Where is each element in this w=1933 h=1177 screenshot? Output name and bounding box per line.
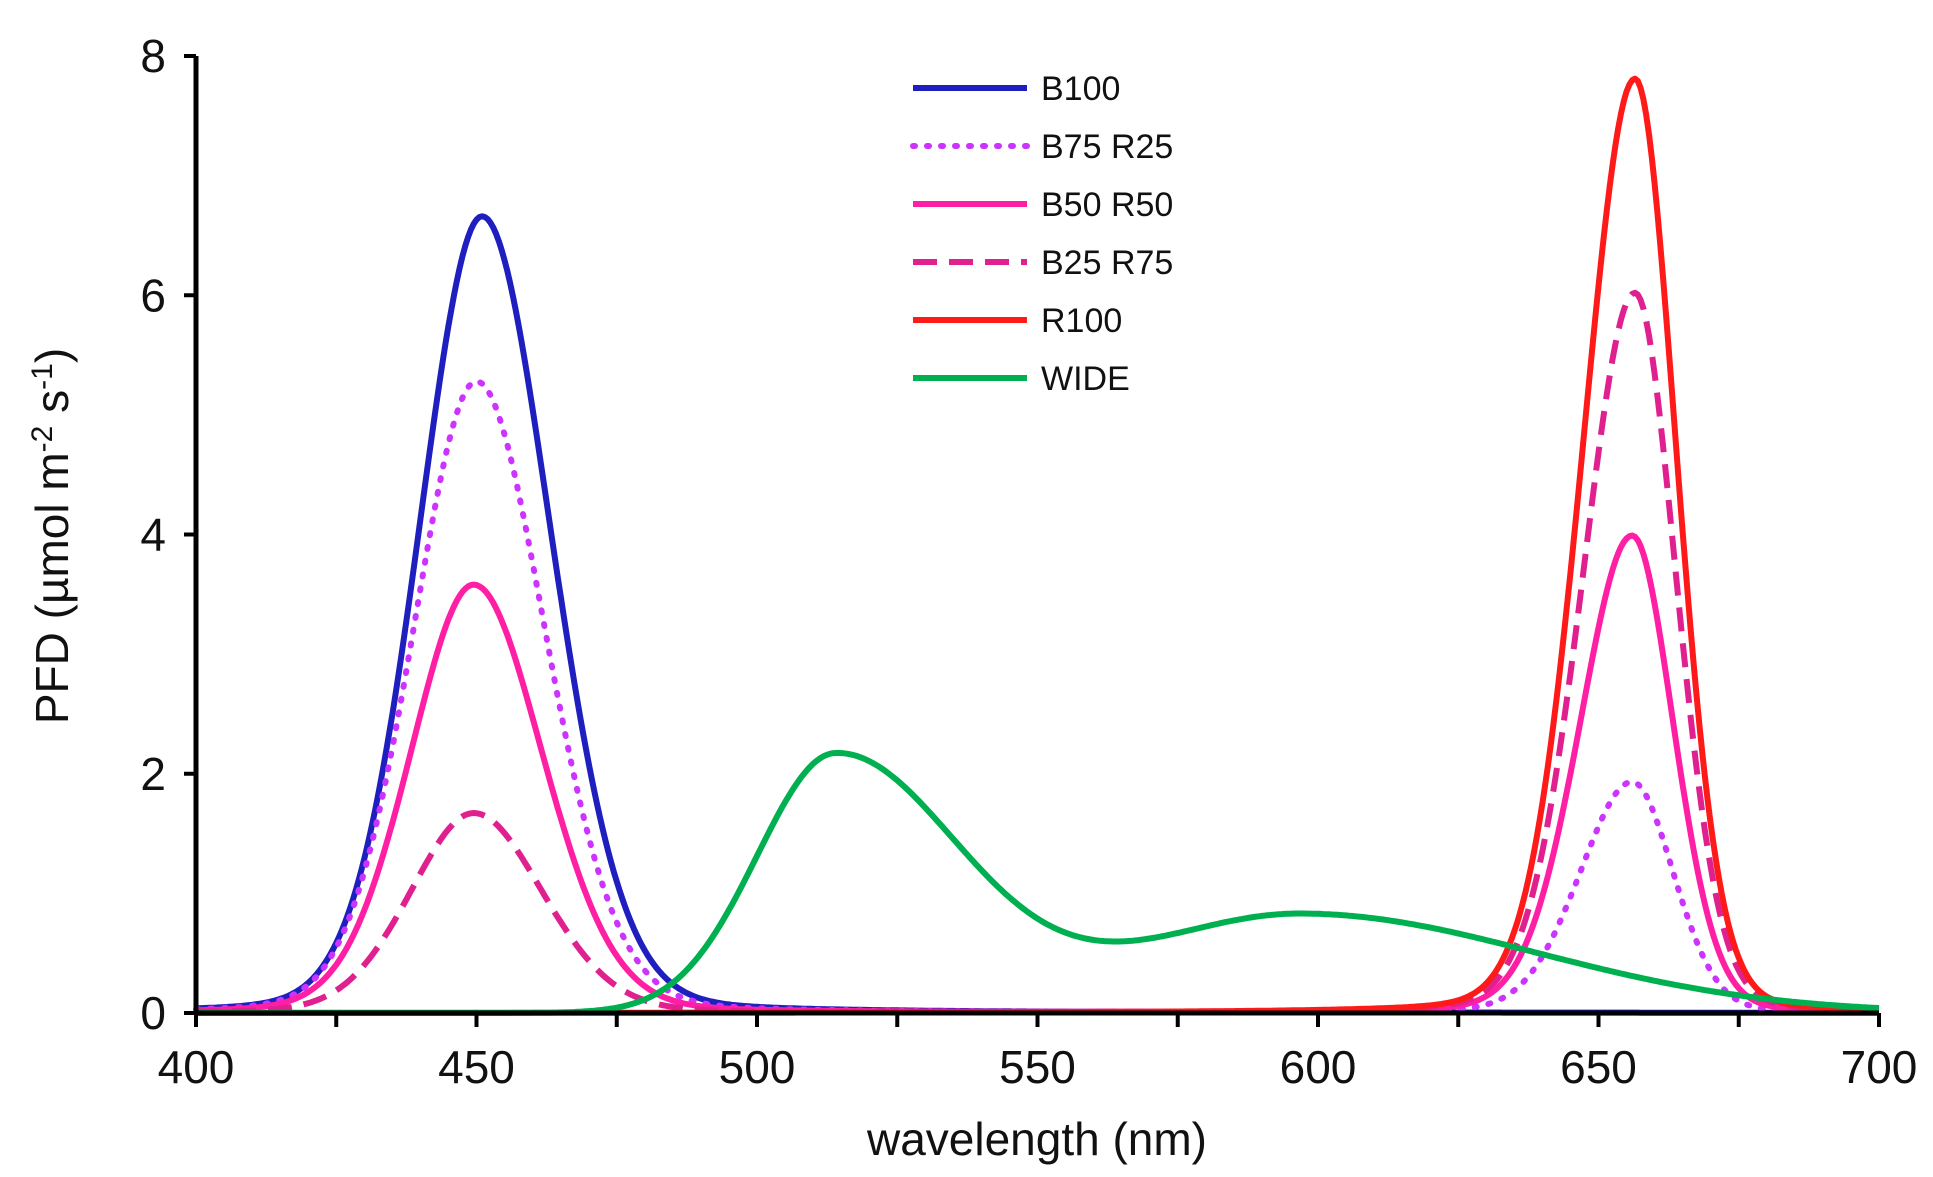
y-axis-title: PFD (µmol m-2 s-1) [26, 348, 78, 724]
y-tick-label: 2 [140, 748, 166, 800]
y-axis-title-mid: s [26, 390, 78, 426]
x-tick-label: 450 [438, 1041, 515, 1093]
x-axis-title: wavelength (nm) [866, 1113, 1207, 1165]
legend-label: R100 [1041, 302, 1122, 340]
y-axis-title-base: PFD (µmol m [26, 452, 78, 724]
legend-label: WIDE [1041, 360, 1130, 398]
x-tick-label: 550 [999, 1041, 1076, 1093]
y-tick-label: 8 [140, 30, 166, 82]
y-axis-title-exp1: -2 [26, 426, 59, 453]
x-tick-label: 400 [158, 1041, 235, 1093]
x-tick-label: 700 [1841, 1041, 1918, 1093]
y-ticks: 0 2 4 6 8 [140, 30, 196, 1039]
x-tick-label: 500 [719, 1041, 796, 1093]
legend-label: B50 R50 [1041, 186, 1173, 224]
x-ticks: 400 450 500 550 600 650 700 [158, 1013, 1918, 1093]
x-tick-label: 650 [1560, 1041, 1637, 1093]
y-axis-title-exp2: -1 [26, 363, 59, 390]
legend-label: B75 R25 [1041, 128, 1173, 166]
legend: B100 B75 R25 B50 R50 B25 R75 R100 WIDE [910, 70, 1173, 398]
x-tick-label: 600 [1280, 1041, 1357, 1093]
y-tick-label: 6 [140, 269, 166, 321]
legend-label: B25 R75 [1041, 244, 1173, 282]
y-tick-label: 0 [140, 987, 166, 1039]
y-tick-label: 4 [140, 509, 166, 561]
y-axis-title-end: ) [26, 348, 78, 363]
legend-label: B100 [1041, 70, 1120, 108]
plot-area: 400 450 500 550 600 650 700 0 2 4 6 8 [140, 30, 1917, 1093]
